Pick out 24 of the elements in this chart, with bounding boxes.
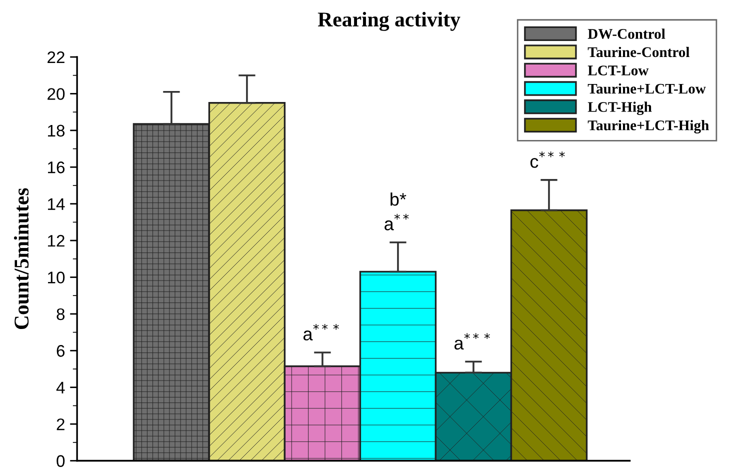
- y-tick-label: 12: [48, 234, 64, 247]
- data-label: b* a$^{**}$: [384, 192, 409, 230]
- y-axis-title: Count/5minutes: [14, 188, 29, 330]
- y-tick-label: 4: [56, 382, 65, 394]
- y-tick-label: 6: [56, 345, 65, 357]
- legend-label: LCT-High: [588, 102, 652, 115]
- y-tick-label: 18: [48, 124, 65, 137]
- legend-label: LCT-Low: [588, 66, 649, 76]
- y-tick-label: 10: [48, 272, 65, 284]
- y-tick-label: 8: [56, 308, 65, 320]
- y-tick-label: 16: [48, 162, 65, 174]
- y-tick-label: 20: [48, 88, 65, 100]
- y-tick-label: 2: [56, 418, 64, 430]
- y-tick-label: 0: [56, 455, 65, 467]
- legend-label: Taurine+LCT-Low: [588, 83, 706, 94]
- legend-label: Taurine-Control: [588, 46, 690, 58]
- data-label: a$^{***}$: [454, 333, 490, 350]
- data-label: a$^{***}$: [303, 324, 339, 340]
- data-label: c$^{***}$: [530, 151, 565, 168]
- y-tick-label: 22: [48, 51, 64, 64]
- y-tick-label: 14: [48, 198, 65, 210]
- legend-label: Taurine+LCT-High: [588, 120, 709, 134]
- legend-label: DW-Control: [588, 28, 666, 39]
- chart-title: Rearing activity: [318, 12, 460, 31]
